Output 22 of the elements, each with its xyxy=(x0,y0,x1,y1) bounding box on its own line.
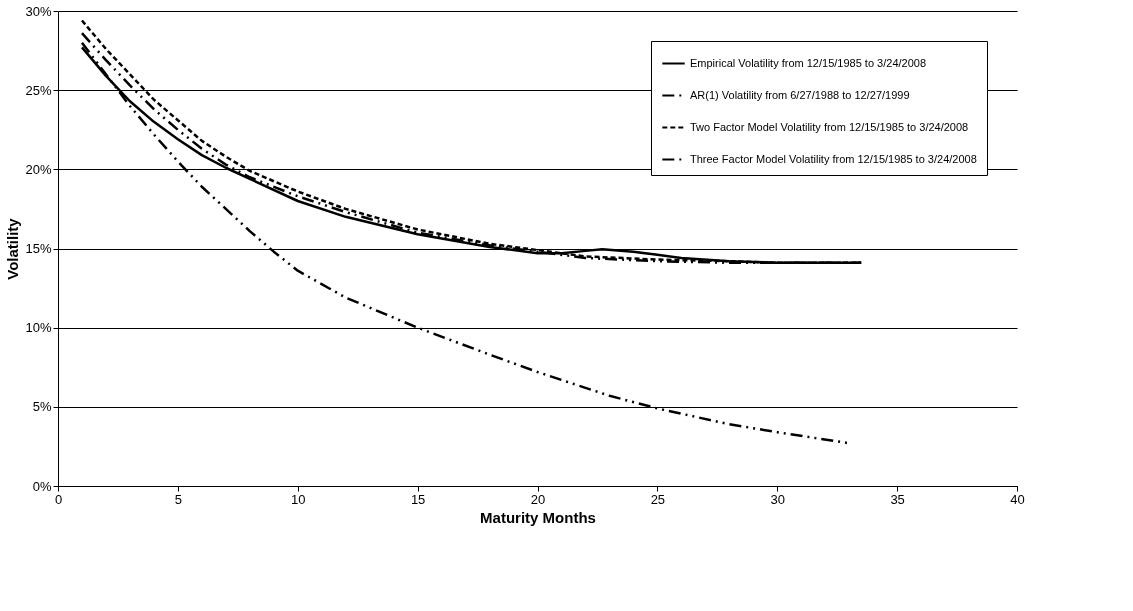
x-tick-label: 5 xyxy=(174,491,182,507)
y-tick-label: 5% xyxy=(32,399,52,415)
y-tick-label: 30% xyxy=(25,3,52,19)
y-tick-label: 20% xyxy=(25,161,52,177)
x-tick-label: 40 xyxy=(1010,491,1025,507)
x-tick-label: 35 xyxy=(890,491,905,507)
y-axis-title: Volatility xyxy=(4,217,22,280)
y-tick-label: 25% xyxy=(25,82,52,98)
legend-label: Three Factor Model Volatility from 12/15/1985 to 3/24/2008 xyxy=(690,152,977,165)
x-tick-label: 25 xyxy=(650,491,666,507)
y-tick-label: 0% xyxy=(32,478,52,494)
x-tick-label: 15 xyxy=(410,491,426,507)
legend-label: Empirical Volatility from 12/15/1985 to 3/24/2008 xyxy=(690,56,927,69)
x-tick-label: 0 xyxy=(54,491,63,507)
legend-label: AR(1) Volatility from 6/27/1988 to 12/27/1999 xyxy=(690,88,910,101)
x-tick-label: 20 xyxy=(530,491,546,507)
x-tick-label: 30 xyxy=(770,491,785,507)
y-tick-label: 10% xyxy=(25,320,52,336)
legend-label: Two Factor Model Volatility from 12/15/1985 to 3/24/2008 xyxy=(690,120,969,133)
y-tick-label: 15% xyxy=(25,241,52,256)
x-axis-title: Maturity Months xyxy=(480,508,596,526)
x-tick-label: 10 xyxy=(291,491,306,507)
